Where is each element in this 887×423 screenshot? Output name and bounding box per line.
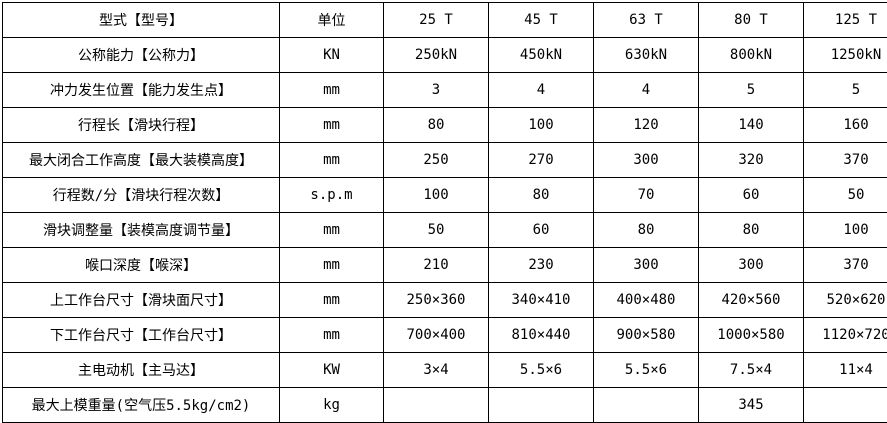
- value-cell: 420×560: [699, 283, 804, 318]
- value-cell: 1000×580: [699, 318, 804, 353]
- spec-table-head: 型式【型号】 单位 25 T 45 T 63 T 80 T 125 T: [3, 3, 887, 38]
- value-cell: 1120×720: [804, 318, 887, 353]
- value-cell: 80: [594, 213, 699, 248]
- value-cell: 5.5×6: [489, 353, 594, 388]
- value-cell: 70: [594, 178, 699, 213]
- row-label-cell: 行程数/分【滑块行程次数】: [3, 178, 280, 213]
- value-cell: 5: [804, 73, 887, 108]
- row-label-cell: 最大闭合工作高度【最大装模高度】: [3, 143, 280, 178]
- row-label-cell: 最大上模重量(空气压5.5kg/cm2): [3, 388, 280, 423]
- value-cell: 900×580: [594, 318, 699, 353]
- row-label-cell: 冲力发生位置【能力发生点】: [3, 73, 280, 108]
- unit-cell: KW: [280, 353, 384, 388]
- value-cell: 400×480: [594, 283, 699, 318]
- header-cell-45t: 45 T: [489, 3, 594, 38]
- value-cell: 80: [489, 178, 594, 213]
- header-cell-unit: 单位: [280, 3, 384, 38]
- unit-cell: KN: [280, 38, 384, 73]
- row-label-cell: 上工作台尺寸【滑块面尺寸】: [3, 283, 280, 318]
- value-cell: 810×440: [489, 318, 594, 353]
- value-cell: [804, 388, 887, 423]
- unit-cell: mm: [280, 73, 384, 108]
- value-cell: [384, 388, 489, 423]
- value-cell: 450kN: [489, 38, 594, 73]
- value-cell: 250: [384, 143, 489, 178]
- value-cell: 300: [594, 143, 699, 178]
- value-cell: 11×4: [804, 353, 887, 388]
- value-cell: 300: [699, 248, 804, 283]
- value-cell: 800kN: [699, 38, 804, 73]
- header-cell-model: 型式【型号】: [3, 3, 280, 38]
- value-cell: 210: [384, 248, 489, 283]
- value-cell: [594, 388, 699, 423]
- value-cell: 5: [699, 73, 804, 108]
- unit-cell: mm: [280, 143, 384, 178]
- value-cell: 140: [699, 108, 804, 143]
- value-cell: 80: [384, 108, 489, 143]
- value-cell: 630kN: [594, 38, 699, 73]
- value-cell: 60: [489, 213, 594, 248]
- value-cell: 100: [384, 178, 489, 213]
- value-cell: 4: [594, 73, 699, 108]
- unit-cell: kg: [280, 388, 384, 423]
- value-cell: 370: [804, 248, 887, 283]
- unit-cell: mm: [280, 213, 384, 248]
- table-row: 最大上模重量(空气压5.5kg/cm2)kg 345: [3, 388, 887, 423]
- value-cell: 160: [804, 108, 887, 143]
- row-label-cell: 行程长【滑块行程】: [3, 108, 280, 143]
- value-cell: 5.5×6: [594, 353, 699, 388]
- unit-cell: mm: [280, 318, 384, 353]
- row-label-cell: 公称能力【公称力】: [3, 38, 280, 73]
- value-cell: 100: [804, 213, 887, 248]
- value-cell: 4: [489, 73, 594, 108]
- value-cell: 3×4: [384, 353, 489, 388]
- value-cell: 100: [489, 108, 594, 143]
- value-cell: 80: [699, 213, 804, 248]
- unit-cell: mm: [280, 108, 384, 143]
- value-cell: 50: [804, 178, 887, 213]
- value-cell: 60: [699, 178, 804, 213]
- value-cell: [489, 388, 594, 423]
- value-cell: 3: [384, 73, 489, 108]
- value-cell: 230: [489, 248, 594, 283]
- value-cell: 1250kN: [804, 38, 887, 73]
- value-cell: 270: [489, 143, 594, 178]
- row-label-cell: 下工作台尺寸【工作台尺寸】: [3, 318, 280, 353]
- value-cell: 120: [594, 108, 699, 143]
- header-cell-25t: 25 T: [384, 3, 489, 38]
- header-row: 型式【型号】 单位 25 T 45 T 63 T 80 T 125 T: [3, 3, 887, 38]
- value-cell: 7.5×4: [699, 353, 804, 388]
- unit-cell: s.p.m: [280, 178, 384, 213]
- value-cell: 250kN: [384, 38, 489, 73]
- row-label-cell: 主电动机【主马达】: [3, 353, 280, 388]
- value-cell: 300: [594, 248, 699, 283]
- row-label-cell: 喉口深度【喉深】: [3, 248, 280, 283]
- value-cell: 700×400: [384, 318, 489, 353]
- value-cell: 370: [804, 143, 887, 178]
- value-cell: 340×410: [489, 283, 594, 318]
- value-cell: 320: [699, 143, 804, 178]
- unit-cell: mm: [280, 283, 384, 318]
- value-cell: 345: [699, 388, 804, 423]
- row-label-cell: 滑块调整量【装模高度调节量】: [3, 213, 280, 248]
- header-cell-63t: 63 T: [594, 3, 699, 38]
- header-cell-125t: 125 T: [804, 3, 887, 38]
- header-cell-80t: 80 T: [699, 3, 804, 38]
- value-cell: 50: [384, 213, 489, 248]
- unit-cell: mm: [280, 248, 384, 283]
- value-cell: 520×620: [804, 283, 887, 318]
- value-cell: 250×360: [384, 283, 489, 318]
